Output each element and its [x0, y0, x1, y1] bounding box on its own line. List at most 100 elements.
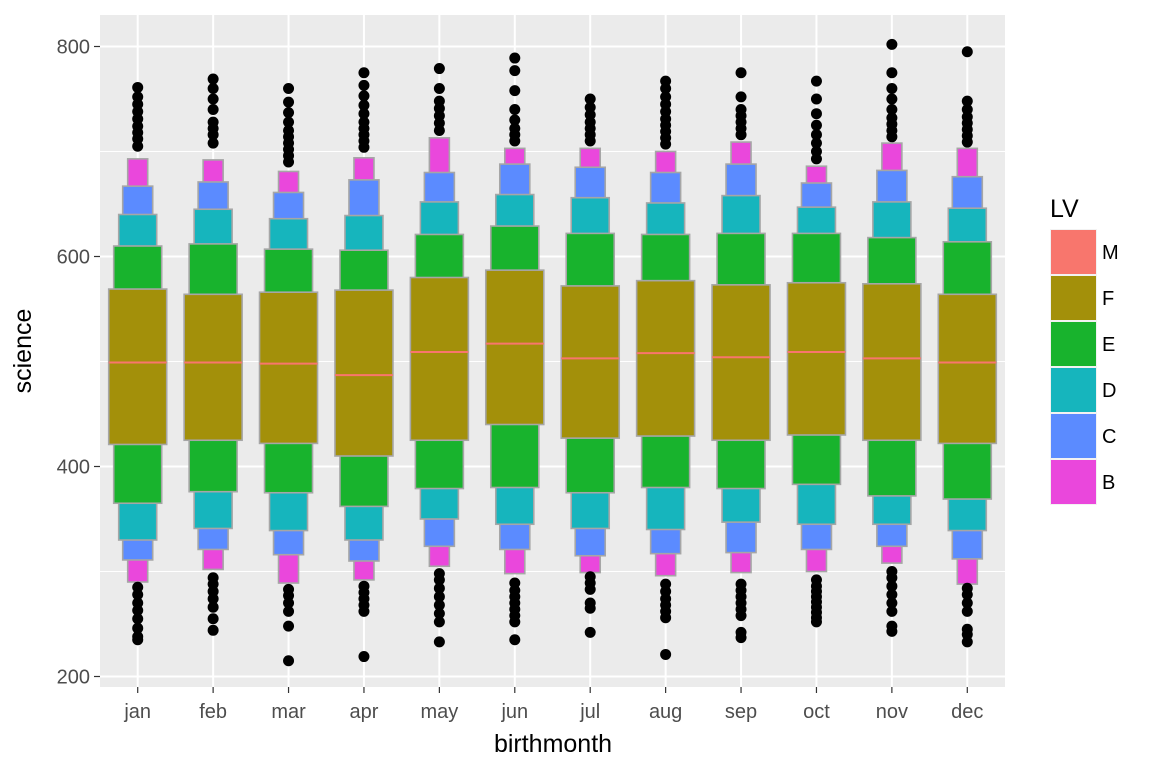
lv-box-F: [786, 281, 847, 436]
outlier-point: [509, 85, 521, 97]
group-sep: [711, 67, 771, 644]
group-apr: [334, 67, 394, 663]
outlier-point: [886, 580, 898, 592]
group-nov: [862, 38, 922, 637]
legend-label: E: [1102, 334, 1115, 356]
legend: LV M F E D C B: [1050, 195, 1119, 505]
lv-box-F: [258, 291, 319, 445]
outlier-point: [433, 616, 445, 628]
x-tick-label: mar: [271, 701, 306, 723]
outlier-point: [358, 116, 370, 128]
outlier-point: [886, 67, 898, 79]
outlier-point: [509, 577, 521, 589]
y-tick-label: 400: [57, 457, 90, 479]
outlier-point: [660, 648, 672, 660]
outlier-point: [433, 568, 445, 580]
outlier-point: [207, 116, 219, 128]
outlier-point: [132, 91, 144, 103]
outlier-point: [132, 613, 144, 625]
outlier-point: [886, 566, 898, 577]
outlier-point: [810, 146, 822, 157]
y-tick-label: 600: [57, 247, 90, 269]
outlier-point: [433, 599, 445, 611]
group-aug: [635, 75, 696, 660]
x-tick-label: jun: [500, 701, 528, 723]
outlier-point: [358, 79, 370, 91]
lv-box-F: [635, 279, 696, 437]
outlier-point: [810, 129, 822, 141]
outlier-point: [509, 114, 521, 126]
group-jun: [484, 52, 545, 646]
outlier-point: [358, 67, 370, 79]
outlier-point: [886, 620, 898, 632]
outlier-point: [810, 119, 822, 131]
outlier-point: [735, 104, 747, 115]
outlier-point: [584, 93, 596, 105]
y-tick-label: 200: [57, 667, 90, 689]
outlier-point: [584, 101, 596, 113]
outlier-point: [810, 75, 822, 87]
lv-box-F: [862, 282, 922, 442]
outlier-point: [509, 122, 521, 134]
outlier-point: [207, 93, 219, 105]
lv-box-F: [484, 269, 545, 426]
outlier-point: [735, 67, 747, 79]
outlier-point: [810, 137, 822, 149]
outlier-point: [283, 96, 295, 108]
outlier-point: [283, 107, 295, 119]
outlier-point: [509, 65, 521, 77]
outlier-point: [132, 622, 144, 634]
panel-background: [100, 15, 1005, 687]
outlier-point: [810, 93, 822, 105]
x-tick-label: jan: [123, 701, 151, 723]
lv-box-F: [937, 293, 998, 445]
axes: 200 400 600 800 jan feb mar apr may jun jul aug sep o…: [57, 37, 984, 724]
legend-key-B: [1051, 460, 1096, 504]
outlier-point: [283, 605, 295, 617]
outlier-point: [961, 623, 973, 635]
x-tick-label: jul: [579, 701, 600, 723]
outlier-point: [207, 601, 219, 613]
outlier-point: [207, 572, 219, 584]
outlier-point: [283, 655, 295, 667]
x-axis-title: birthmonth: [494, 730, 612, 758]
outlier-point: [509, 52, 521, 64]
outlier-point: [433, 95, 445, 107]
outlier-point: [433, 83, 445, 94]
legend-label: B: [1102, 472, 1115, 494]
legend-key-E: [1051, 322, 1096, 366]
legend-key-C: [1051, 414, 1096, 458]
plot-data: [107, 38, 998, 667]
outlier-point: [207, 624, 219, 636]
x-tick-label: feb: [199, 701, 227, 723]
group-mar: [258, 83, 319, 667]
lv-box-F: [409, 276, 470, 442]
x-tick-label: sep: [725, 701, 757, 723]
outlier-point: [961, 597, 973, 609]
outlier-point: [886, 605, 898, 617]
outlier-point: [886, 93, 898, 105]
outlier-point: [810, 574, 822, 586]
x-tick-label: nov: [876, 701, 908, 723]
outlier-point: [283, 116, 295, 128]
outlier-point: [735, 626, 747, 638]
outlier-point: [132, 581, 144, 593]
outlier-point: [433, 608, 445, 619]
x-tick-label: may: [420, 701, 458, 723]
outlier-point: [660, 578, 672, 590]
outlier-point: [735, 578, 747, 590]
group-oct: [786, 75, 847, 628]
legend-key-M: [1051, 230, 1096, 274]
lv-box-F: [560, 285, 621, 439]
lv-box-F: [711, 284, 771, 442]
outlier-point: [961, 104, 973, 115]
outlier-point: [509, 104, 521, 115]
y-tick-label: 800: [57, 37, 90, 59]
group-jan: [107, 81, 168, 646]
outlier-point: [735, 91, 747, 103]
outlier-point: [886, 83, 898, 94]
legend-title: LV: [1050, 195, 1079, 223]
outlier-point: [584, 626, 596, 638]
outlier-point: [810, 108, 822, 120]
outlier-point: [132, 597, 144, 609]
